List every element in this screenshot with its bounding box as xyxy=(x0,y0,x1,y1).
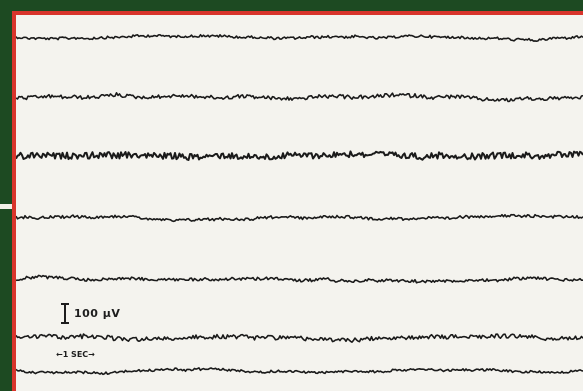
side-marker xyxy=(0,204,14,209)
eeg-traces xyxy=(16,33,583,376)
eeg-trace-channel-7 xyxy=(16,367,583,376)
eeg-trace-channel-1 xyxy=(16,33,583,43)
recording-paper xyxy=(12,11,583,391)
eeg-trace-channel-2 xyxy=(16,92,583,103)
eeg-trace-channel-5 xyxy=(16,274,583,284)
amplitude-scale-label: 100 µV xyxy=(74,307,121,320)
eeg-trace-channel-4 xyxy=(16,213,583,223)
eeg-trace-channel-6 xyxy=(16,333,583,343)
eeg-trace-channel-3 xyxy=(16,150,583,161)
time-scale-label: ←1 SEC→ xyxy=(56,350,95,359)
amplitude-scale-bar xyxy=(61,303,69,324)
